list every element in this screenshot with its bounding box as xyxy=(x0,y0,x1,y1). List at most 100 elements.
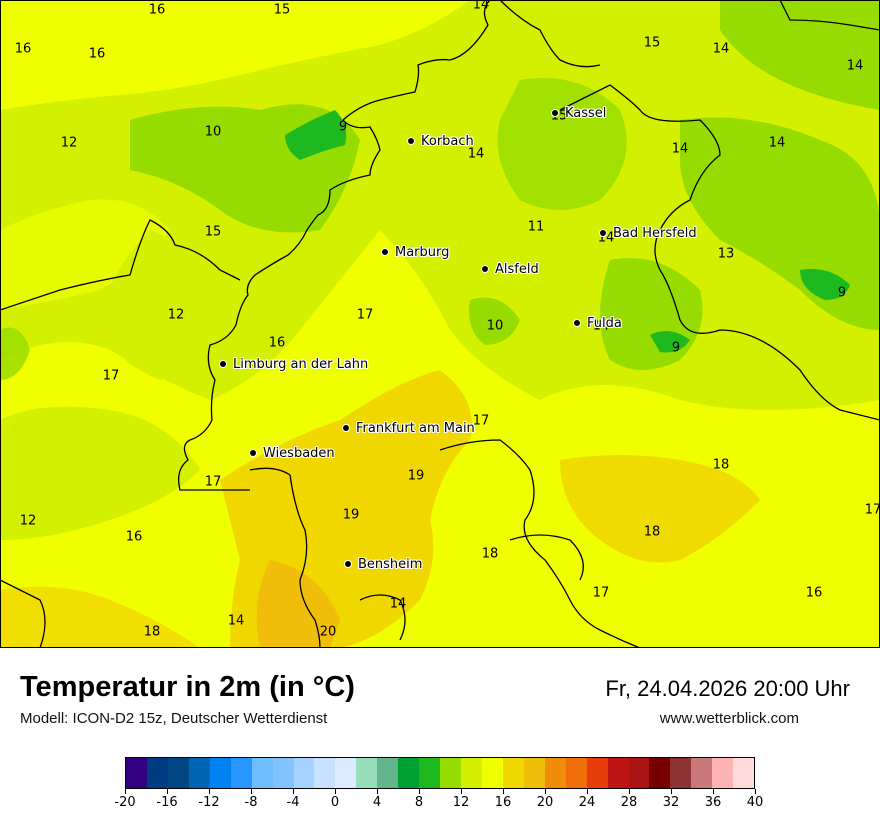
temperature-value: 15 xyxy=(643,35,661,51)
city-dot-icon xyxy=(219,359,227,368)
colorbar-segment xyxy=(544,758,566,788)
temperature-value: 16 xyxy=(88,46,106,62)
temperature-value: 12 xyxy=(167,307,185,323)
city-label: Korbach xyxy=(421,134,474,149)
tick-mark xyxy=(670,789,672,794)
temperature-value: 18 xyxy=(712,457,730,473)
model-source: Modell: ICON-D2 15z, Deutscher Wetterdie… xyxy=(20,710,328,727)
temperature-value: 15 xyxy=(204,224,222,240)
city-dot-icon xyxy=(481,264,489,273)
colorbar-segment xyxy=(209,758,231,788)
tick-label: 24 xyxy=(578,795,596,810)
temperature-value: 17 xyxy=(592,585,610,601)
city-marker: Bad Hersfeld xyxy=(599,227,697,240)
colorbar-segment xyxy=(607,758,629,788)
temperature-value: 16 xyxy=(148,2,166,18)
colorbar-segment xyxy=(377,758,399,788)
temperature-value: 16 xyxy=(268,335,286,351)
tick-label: 16 xyxy=(494,795,512,810)
city-dot-icon xyxy=(551,108,559,117)
tick-mark xyxy=(628,789,630,794)
city-marker: Wiesbaden xyxy=(249,447,335,460)
city-dot-icon xyxy=(249,448,257,457)
temperature-value: 9 xyxy=(338,119,348,135)
temperature-value: 20 xyxy=(319,624,337,640)
temperature-value: 14 xyxy=(592,318,610,334)
city-dot-icon xyxy=(342,423,350,432)
tick-mark xyxy=(712,789,714,794)
colorbar-segment xyxy=(481,758,503,788)
colorbar-ticks: -20 -16 -12 -8 -4 0 4 8 12 16 20 24 28 32 36 40 xyxy=(114,789,763,815)
city-dot-icon xyxy=(573,318,581,327)
tick-mark xyxy=(418,789,420,794)
temperature-value: 11 xyxy=(527,219,545,235)
tick-mark xyxy=(208,789,210,794)
temperature-value: 12 xyxy=(19,513,37,529)
city-dot-icon xyxy=(381,247,389,256)
temperature-value: 14 xyxy=(389,596,407,612)
temperature-value: 16 xyxy=(14,41,32,57)
temperature-value: 17 xyxy=(472,413,490,429)
temperature-value: 14 xyxy=(712,41,730,57)
temperature-value: 17 xyxy=(864,502,880,518)
temperature-value: 16 xyxy=(805,585,823,601)
tick-label: 0 xyxy=(330,795,340,810)
temperature-value: 17 xyxy=(102,368,120,384)
temperature-value: 16 xyxy=(125,529,143,545)
city-marker: Fulda xyxy=(573,317,622,330)
tick-mark xyxy=(502,789,504,794)
colorbar-segment xyxy=(419,758,441,788)
city-marker: Bensheim xyxy=(344,558,422,571)
tick-label: -20 xyxy=(114,795,136,810)
colorbar-segment xyxy=(586,758,608,788)
city-label: Limburg an der Lahn xyxy=(233,357,369,372)
colorbar-segment xyxy=(523,758,545,788)
temperature-value: 10 xyxy=(486,318,504,334)
tick-label: 32 xyxy=(662,795,680,810)
city-label: Kassel xyxy=(565,106,607,121)
colorbar-segment xyxy=(461,758,482,788)
website-link[interactable]: www.wetterblick.com xyxy=(659,710,799,727)
forecast-datetime: Fr, 24.04.2026 20:00 Uhr xyxy=(605,676,850,701)
map-title: Temperatur in 2m (in °C) xyxy=(20,671,355,703)
temperature-value: 14 xyxy=(846,58,864,74)
tick-mark xyxy=(376,789,378,794)
temperature-value: 18 xyxy=(643,524,661,540)
colorbar-segment xyxy=(712,758,734,788)
temperature-value: 9 xyxy=(671,340,681,356)
tick-mark xyxy=(166,789,168,794)
city-dot-icon xyxy=(599,228,607,237)
city-marker: Alsfeld xyxy=(481,263,539,276)
temperature-value: 17 xyxy=(204,474,222,490)
temperature-map: 16 15 14 16 16 15 14 14 12 10 9 15 14 14 14 15 11 14 13 9 12… xyxy=(0,0,880,648)
tick-label: -4 xyxy=(286,795,300,810)
city-label: Alsfeld xyxy=(495,262,539,277)
tick-label: 40 xyxy=(746,795,764,810)
colorbar-segment xyxy=(670,758,692,788)
colorbar-segment xyxy=(335,758,357,788)
city-label: Fulda xyxy=(587,316,622,331)
tick-mark xyxy=(544,789,546,794)
temperature-colorbar xyxy=(125,757,755,789)
temperature-value: 15 xyxy=(273,2,291,18)
state-borders xyxy=(0,0,880,648)
tick-label: 28 xyxy=(620,795,638,810)
colorbar-segment xyxy=(314,758,336,788)
colorbar-segment xyxy=(440,758,461,788)
tick-mark xyxy=(292,789,294,794)
temperature-value: 18 xyxy=(143,624,161,640)
tick-mark xyxy=(754,789,756,794)
temperature-value: 19 xyxy=(342,507,360,523)
city-marker: Limburg an der Lahn xyxy=(219,358,368,371)
city-label: Bad Hersfeld xyxy=(613,226,697,241)
colorbar-segment xyxy=(146,758,168,788)
temperature-value: 9 xyxy=(837,285,847,301)
colorbar-segment xyxy=(733,758,755,788)
tick-label: 4 xyxy=(372,795,382,810)
tick-label: 8 xyxy=(414,795,424,810)
colorbar-segment xyxy=(356,758,378,788)
city-dot-icon xyxy=(407,136,415,145)
tick-mark xyxy=(586,789,588,794)
city-label: Marburg xyxy=(395,245,450,260)
temperature-value: 17 xyxy=(356,307,374,323)
